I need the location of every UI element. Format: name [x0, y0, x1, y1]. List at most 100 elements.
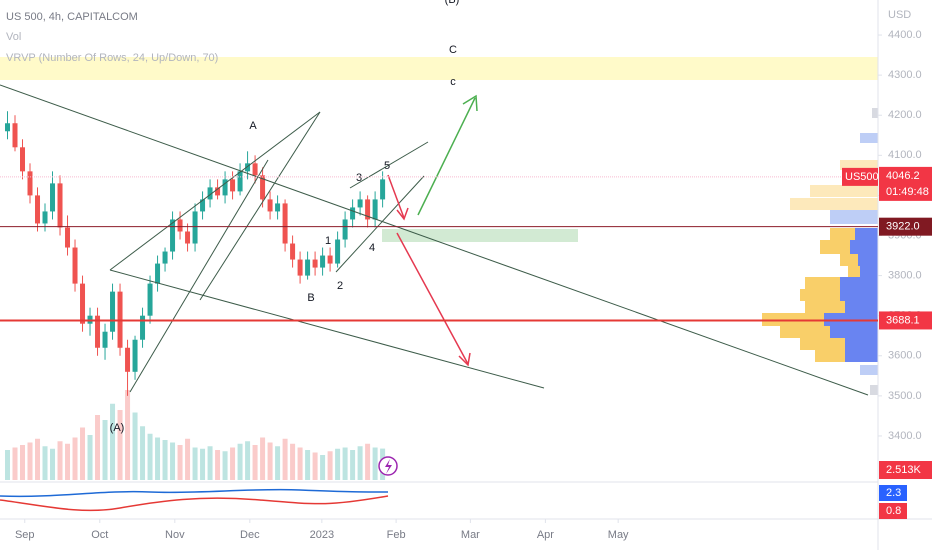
- x-tick-label: 2023: [310, 529, 334, 541]
- y-tick-label: 3400.0: [888, 430, 922, 442]
- volume-bar: [350, 450, 356, 480]
- x-tick-label: Sep: [15, 529, 35, 541]
- volume-bar: [252, 445, 258, 480]
- volume-bar: [155, 437, 161, 480]
- candle-body: [222, 179, 228, 196]
- volume-bar: [200, 448, 206, 480]
- volume-bar: [207, 446, 213, 480]
- volume-bar: [20, 445, 26, 480]
- volume-label-box: [879, 461, 932, 479]
- candle-body: [372, 199, 378, 220]
- candle-body: [170, 219, 176, 252]
- volume-label: 2.513K: [886, 464, 922, 476]
- oscillator-line: [0, 488, 389, 498]
- candle-body: [5, 123, 11, 132]
- volume-bar: [27, 442, 33, 480]
- wave-label: B: [307, 292, 314, 304]
- candle-body: [57, 183, 63, 228]
- candle-body: [305, 259, 311, 276]
- candle-body: [297, 259, 303, 276]
- price-box: [879, 166, 932, 201]
- wave-label: (A): [110, 422, 125, 434]
- wave-label: A: [249, 120, 257, 132]
- volume-bar: [35, 438, 41, 480]
- candle-body: [335, 239, 341, 264]
- wave-label: c: [450, 76, 456, 88]
- wave-label: 1: [325, 235, 331, 247]
- supply-zone: [0, 57, 878, 80]
- wave-label: 2: [337, 280, 343, 292]
- candle-body: [357, 199, 363, 208]
- volume-bar: [237, 443, 243, 480]
- volume-bar: [297, 447, 303, 480]
- candle-body: [290, 243, 296, 260]
- volume-bar: [12, 447, 18, 480]
- volume-bar: [335, 448, 341, 480]
- x-tick-label: Feb: [387, 529, 406, 541]
- price-label: 4046.2: [886, 170, 920, 182]
- volume-bar: [320, 455, 326, 480]
- volume-bar: [282, 438, 288, 480]
- candle-body: [342, 219, 348, 240]
- candle-body: [50, 183, 56, 212]
- indicator-name: Vol: [6, 31, 21, 43]
- volume-bar: [275, 446, 281, 480]
- candle-body: [132, 339, 138, 372]
- candle-body: [207, 187, 213, 200]
- indicator-name: VRVP (Number Of Rows, 24, Up/Down, 70): [6, 52, 218, 64]
- volume-bar: [342, 447, 348, 480]
- candle-body: [267, 199, 273, 212]
- candle-body: [27, 171, 33, 196]
- x-tick-label: Oct: [91, 529, 108, 541]
- candle-body: [320, 255, 326, 268]
- oscillator-label: 2.3: [886, 487, 901, 499]
- candle-body: [365, 199, 371, 220]
- volume-bar: [50, 448, 56, 480]
- y-tick-label: 3600.0: [888, 350, 922, 362]
- countdown: 01:49:48: [886, 186, 929, 198]
- candle-body: [72, 247, 78, 284]
- symbol-title: US 500, 4h, CAPITALCOM: [6, 11, 138, 23]
- candle-body: [237, 171, 243, 192]
- candle-body: [245, 163, 251, 172]
- candle-body: [275, 203, 281, 212]
- level-label: 3688.1: [886, 314, 920, 326]
- candle-body: [185, 231, 191, 244]
- candle-body: [312, 259, 318, 268]
- volume-bar: [110, 403, 116, 480]
- candle-body: [125, 347, 131, 372]
- candle-body: [252, 163, 258, 176]
- volume-bar: [102, 420, 108, 480]
- oscillator-line: [0, 495, 389, 512]
- wave-label: 5: [384, 160, 390, 172]
- candles: [5, 111, 386, 480]
- volume-bar: [222, 451, 228, 480]
- candle-body: [65, 227, 71, 248]
- level-label-box: [879, 217, 932, 236]
- volume-bar: [230, 447, 236, 480]
- wave-label: (B): [445, 0, 460, 6]
- candle-body: [327, 255, 333, 264]
- volume-bar: [132, 412, 138, 480]
- candle-body: [162, 251, 168, 264]
- oscillator-box: [879, 485, 907, 501]
- x-tick-label: Nov: [165, 529, 185, 541]
- y-tick-label: 4300.0: [888, 69, 922, 81]
- candle-body: [12, 123, 18, 148]
- level-label-box: [879, 311, 932, 330]
- volume-bar: [87, 435, 93, 480]
- candle-body: [282, 203, 288, 244]
- candle-body: [192, 211, 198, 244]
- candle-body: [215, 187, 221, 196]
- y-tick-label: 4400.0: [888, 29, 922, 41]
- x-tick-label: Apr: [537, 529, 554, 541]
- x-tick-label: Mar: [461, 529, 480, 541]
- level-label: 3922.0: [886, 221, 920, 233]
- volume-bar: [42, 446, 48, 480]
- y-tick-label: 4100.0: [888, 149, 922, 161]
- symbol-label: US500: [845, 171, 879, 183]
- wave-labels: A B Cc (A) 1 2 3 4 5 (B): [110, 0, 460, 434]
- x-tick-label: May: [608, 529, 629, 541]
- volume-bar: [312, 452, 318, 480]
- volume-bar: [57, 441, 63, 480]
